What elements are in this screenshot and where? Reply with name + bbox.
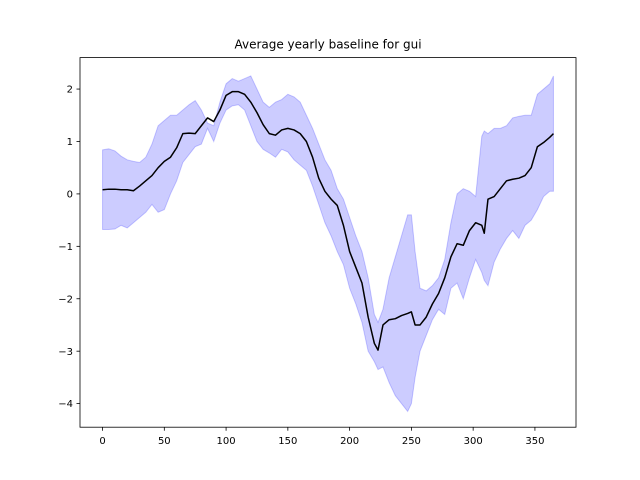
mean-line <box>102 90 554 351</box>
x-axis: 0 50 100 150 200 250 300 350 <box>99 427 544 447</box>
x-tick-label: 300 <box>464 436 483 447</box>
y-tick-label: −1 <box>58 242 73 253</box>
y-tick-label: −4 <box>58 399 73 410</box>
x-tick-label: 50 <box>158 436 171 447</box>
y-axis: −4 −3 −2 −1 0 1 2 <box>58 85 80 410</box>
y-tick-label: 2 <box>67 85 73 96</box>
x-tick-label: 350 <box>525 436 544 447</box>
y-tick-label: 0 <box>67 190 73 201</box>
x-tick-label: 0 <box>99 436 105 447</box>
plot-frame <box>79 57 577 428</box>
x-tick-label: 250 <box>402 436 421 447</box>
x-tick-label: 150 <box>278 436 297 447</box>
y-tick-label: −3 <box>58 347 73 358</box>
y-tick-label: −2 <box>58 294 73 305</box>
y-tick-label: 1 <box>67 137 73 148</box>
x-tick-label: 100 <box>217 436 236 447</box>
mean-line-layer <box>102 90 554 351</box>
chart-title: Average yearly baseline for gui <box>234 38 421 52</box>
x-tick-label: 200 <box>340 436 359 447</box>
